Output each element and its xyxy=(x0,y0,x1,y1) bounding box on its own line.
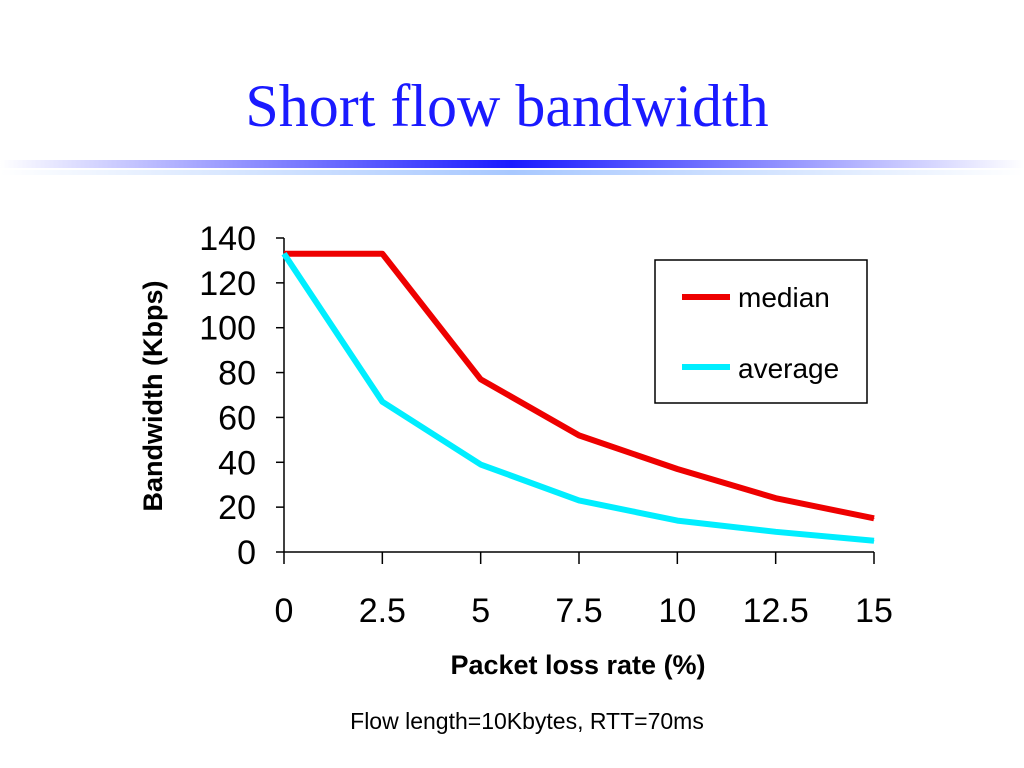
y-tick-label: 40 xyxy=(218,444,256,482)
legend-box xyxy=(654,259,868,404)
y-tick-label: 80 xyxy=(218,355,256,393)
y-axis-title: Bandwidth (Kbps) xyxy=(138,281,168,512)
y-tick-label: 60 xyxy=(218,399,256,437)
slide-title: Short flow bandwidth xyxy=(245,73,769,139)
chart-caption: Flow length=10Kbytes, RTT=70ms xyxy=(350,708,704,734)
legend-label-median: median xyxy=(738,282,830,313)
data-point-average xyxy=(283,253,285,255)
axes xyxy=(276,237,875,564)
data-point-average xyxy=(676,520,678,522)
x-tick-label: 12.5 xyxy=(743,592,809,630)
data-point-median xyxy=(873,517,875,519)
data-point-average xyxy=(578,499,580,501)
legend-label-average: average xyxy=(738,353,839,384)
x-tick-label: 10 xyxy=(658,592,696,630)
title-underline xyxy=(0,160,1024,175)
y-tick-label: 100 xyxy=(199,310,256,348)
x-tick-labels: 0 2.5 5 7.5 10 12.5 15 xyxy=(275,592,893,630)
x-tick-label: 5 xyxy=(471,592,490,630)
data-point-median xyxy=(676,468,678,470)
data-point-average xyxy=(873,540,875,542)
data-point-average xyxy=(480,464,482,466)
data-point-median xyxy=(480,378,482,380)
y-tick-labels: 0 20 40 60 80 100 120 140 xyxy=(199,220,256,572)
y-tick-label: 0 xyxy=(237,534,256,572)
data-point-median xyxy=(775,497,777,499)
x-tick-label: 7.5 xyxy=(555,592,602,630)
y-tick-label: 140 xyxy=(199,220,256,258)
y-tick-label: 120 xyxy=(199,265,256,303)
x-axis-title: Packet loss rate (%) xyxy=(450,650,705,680)
legend: median average xyxy=(654,259,868,404)
data-point-median xyxy=(381,253,383,255)
data-point-median xyxy=(578,434,580,436)
data-point-average xyxy=(775,531,777,533)
y-tick-label: 20 xyxy=(218,489,256,527)
x-tick-label: 2.5 xyxy=(359,592,406,630)
x-tick-label: 0 xyxy=(275,592,294,630)
data-point-average xyxy=(381,401,383,403)
series-lines xyxy=(281,250,875,544)
x-tick-label: 15 xyxy=(855,592,893,630)
